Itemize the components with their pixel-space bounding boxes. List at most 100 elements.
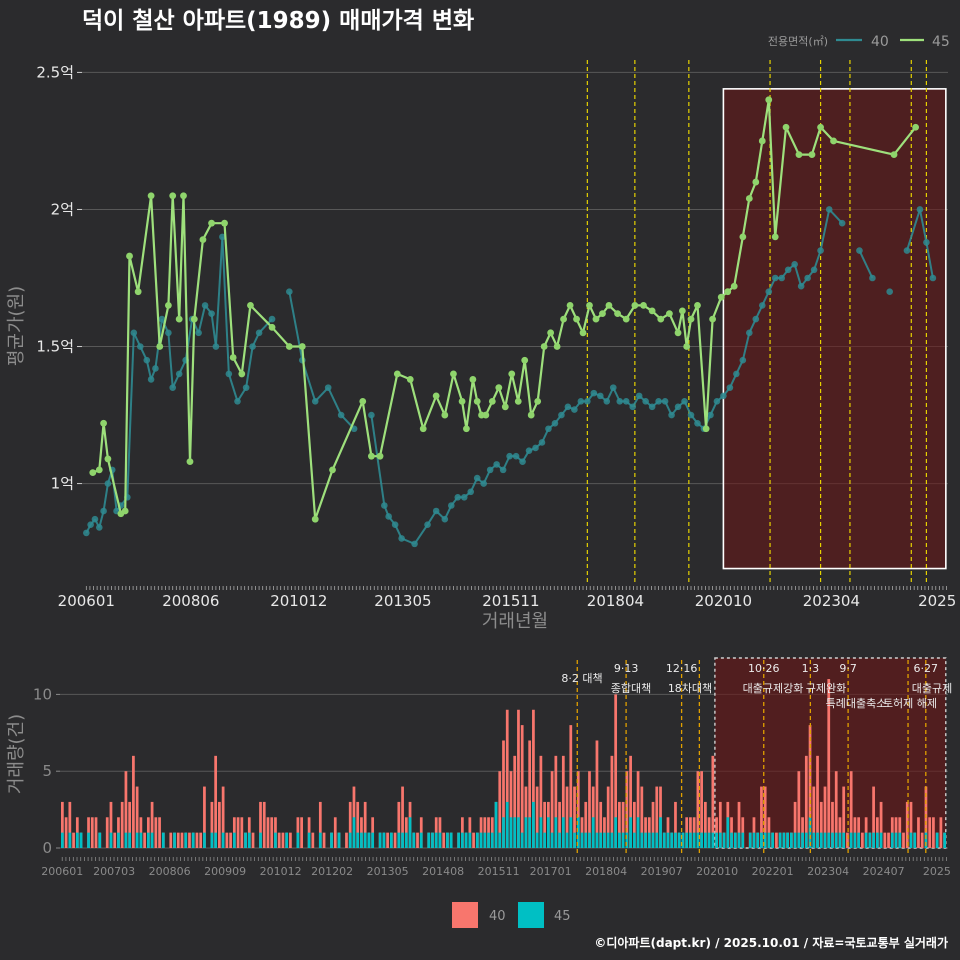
bar-40 [831,801,834,848]
series-45-point [752,178,760,186]
bar-40 [363,801,367,848]
bar-45 [853,832,857,848]
series-40-point [512,452,520,460]
bar-45 [378,832,382,848]
series-45-point [599,310,606,318]
bar-40 [812,786,816,848]
chart-title: 덕이 철산 아파트(1989) 매매가격 변화 [82,8,474,34]
bottom-x-tick-label: 201408 [422,865,464,878]
series-45-point [186,458,194,466]
bar-40 [393,832,397,848]
bar-45 [741,832,745,848]
series-40-point [95,524,103,531]
series-40-segment [245,346,254,388]
bar-40 [928,817,932,848]
bar-45 [730,832,733,848]
bar-40 [775,832,778,848]
bar-40 [883,832,887,848]
bar-45 [61,832,64,848]
policy-label: 토허제 해제 [883,696,937,710]
series-45-point [501,403,509,411]
series-45-point [514,397,522,405]
series-45-point [329,466,336,474]
bar-40 [520,725,524,848]
bottom-x-tick-label: 200909 [204,865,246,878]
series-45-point [169,192,177,200]
bar-40 [846,832,849,848]
series-40-segment [197,305,207,334]
series-40-point [635,392,643,400]
policy-date: 9·7 [839,662,857,675]
bar-40 [188,832,191,848]
series-40-point [655,398,662,405]
series-40-point [337,411,345,419]
series-40-point [746,329,753,337]
bar-45 [894,832,898,848]
series-45-point [808,151,816,159]
series-40-point [538,439,546,446]
bottom-x-tick-label: 202407 [863,865,905,878]
bar-40 [588,771,591,848]
bar-40 [550,771,554,848]
bar-45 [128,832,132,848]
policy-label: 대출규제 [912,682,952,695]
bar-40 [793,801,797,848]
series-40-point [324,384,332,391]
top-x-tick-label: 202304 [803,592,860,610]
bar-45 [449,832,453,848]
series-40-point [100,507,107,515]
bar-45 [490,832,494,848]
bar-40 [932,817,935,848]
top-y-tick-label: 1.5억 [36,338,74,356]
bar-45 [823,832,827,848]
bar-45 [363,832,367,848]
series-45 [89,96,920,523]
series-40-point [499,466,507,474]
series-40-point [886,288,893,296]
bar-40 [532,709,535,848]
policy-date: 10·26 [748,662,780,675]
bar-45 [913,832,917,848]
series-40-point [603,398,611,405]
series-40-point [929,274,937,282]
series-45-point [285,343,293,350]
legend-title: 전용면적(㎡) [768,35,828,48]
bar-45 [872,832,875,848]
series-45-point [640,302,647,309]
bar-45 [124,832,128,848]
series-40-segment [413,524,429,545]
policy-date: 1·3 [802,662,820,675]
highlight-region [722,88,947,570]
bar-45 [816,832,819,848]
bottom-legend-label-40: 40 [489,909,506,924]
bar-45 [558,832,561,848]
bar-45 [726,817,730,848]
top-x-tick-label: 201305 [374,592,431,610]
bottom-y-tick-label: 10 [33,685,52,703]
bar-45 [479,832,483,848]
series-40-point [804,274,811,282]
bar-45 [150,832,154,848]
series-45-point [765,96,773,104]
bar-45 [692,832,696,848]
bar-45 [330,832,333,848]
series-45-point [104,455,112,463]
series-45-point [631,302,639,309]
bar-40 [229,832,232,848]
series-45-point [553,343,561,350]
series-45-point [890,151,898,159]
highlight-box [722,88,947,570]
policy-label: 규제완화 [806,682,846,695]
series-40-point [916,206,924,213]
series-40-point [616,398,624,405]
bar-45 [737,832,741,848]
bar-45 [221,832,225,848]
legend-label-40: 40 [871,34,889,50]
series-40-point [778,274,786,282]
bottom-x-tick-label: 200806 [149,865,191,878]
bar-45 [681,832,685,848]
series-45-point [674,329,682,337]
bar-45 [98,832,102,848]
bar-40 [416,832,419,848]
top-y-tick-label: 2.5억 [36,63,74,81]
